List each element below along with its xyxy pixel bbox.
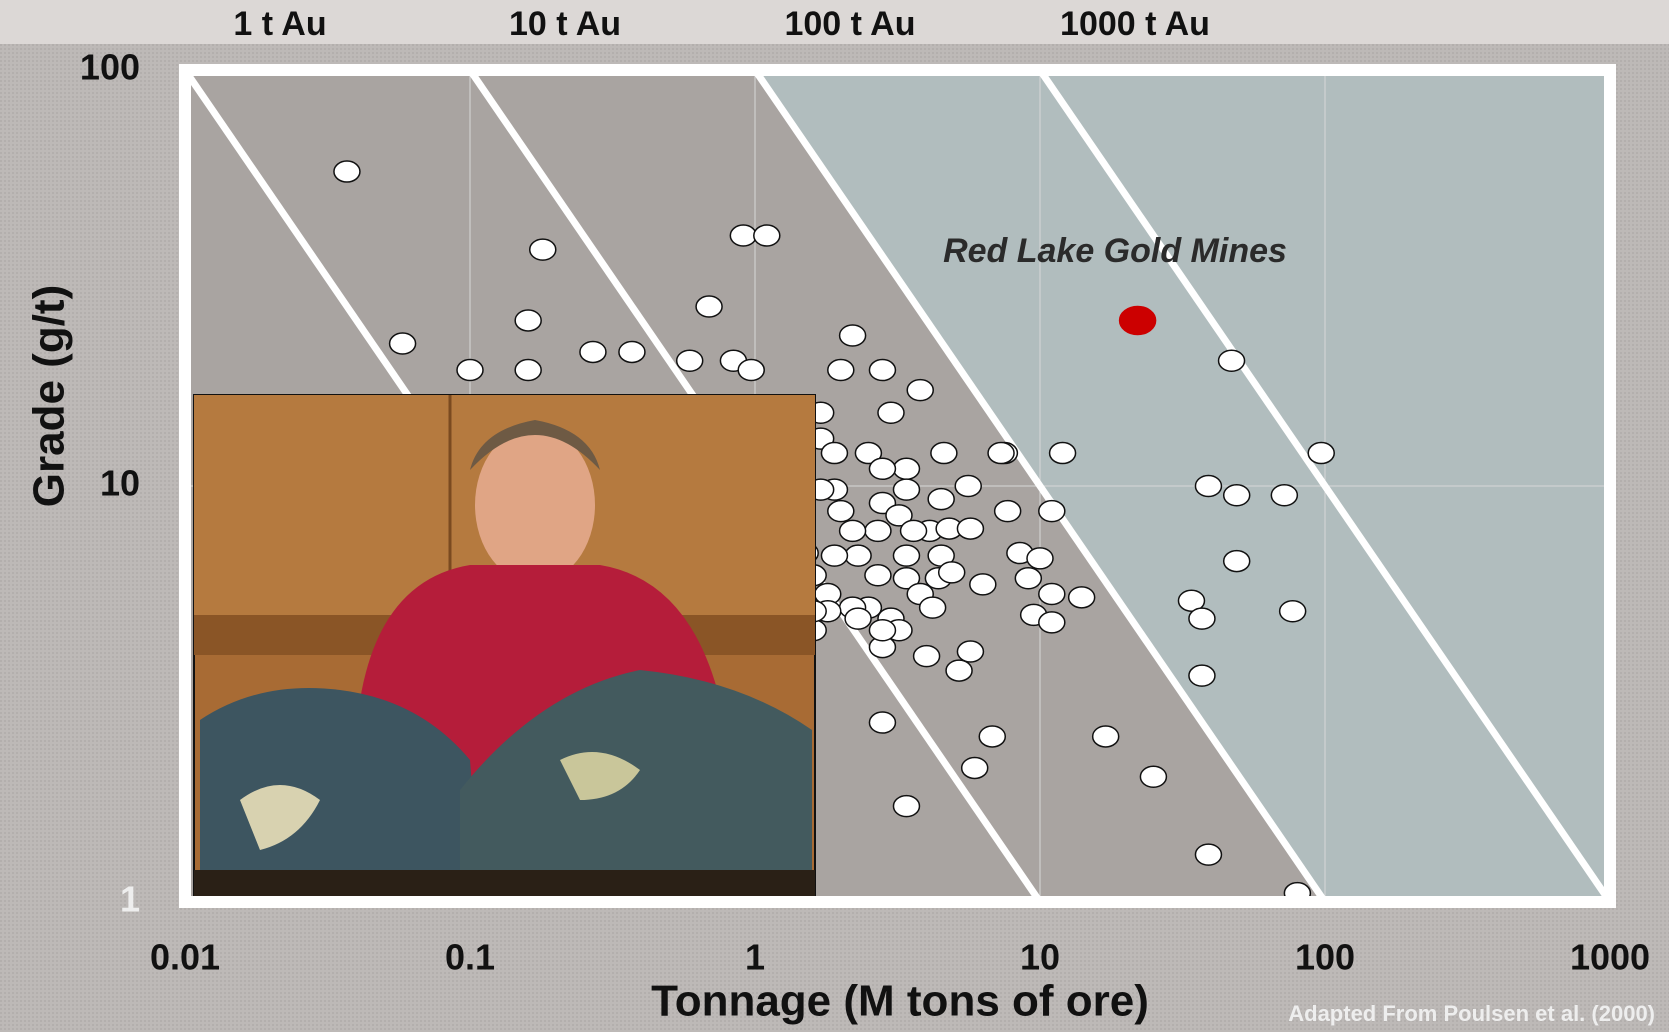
data-point [1194, 843, 1223, 866]
contour-label: 1000 t Au [1060, 5, 1210, 43]
data-point [820, 441, 849, 465]
data-point [899, 519, 928, 543]
x-tick-label: 0.01 [150, 937, 220, 978]
data-point [1048, 441, 1077, 465]
data-point [514, 309, 542, 332]
data-point [827, 358, 855, 382]
data-point [753, 224, 781, 247]
contour-line [752, 70, 1328, 902]
x-tick-label: 1000 [1570, 937, 1650, 978]
data-point [1188, 664, 1216, 687]
data-point [529, 238, 557, 261]
annotation: Red Lake Gold Mines [943, 232, 1287, 270]
data-point [456, 358, 484, 382]
data-point [945, 659, 973, 682]
data-point [864, 564, 892, 587]
data-point [333, 160, 361, 183]
data-point [854, 441, 883, 465]
x-axis-title: Tonnage (M tons of ore) [651, 977, 1149, 1026]
data-point [954, 474, 982, 498]
x-tick-label: 1 [745, 937, 765, 978]
data-point [877, 401, 905, 424]
data-point [675, 349, 704, 373]
data-point [1222, 549, 1251, 573]
top-band [0, 0, 1669, 44]
data-point [906, 378, 934, 402]
data-point [838, 519, 867, 543]
data-point [912, 644, 941, 668]
data-point [514, 358, 542, 382]
data-point [1194, 474, 1223, 498]
data-point [868, 711, 897, 734]
contour-label: 1 t Au [233, 5, 326, 43]
contour-line [1037, 70, 1610, 902]
data-point [892, 457, 921, 481]
plot-frame [179, 64, 1616, 908]
data-point [918, 596, 947, 619]
data-point [892, 544, 921, 567]
data-point [1222, 484, 1251, 507]
data-point [1014, 567, 1043, 590]
data-point [1177, 589, 1206, 612]
data-point [868, 619, 897, 642]
data-point [960, 756, 989, 780]
data-point [892, 794, 921, 818]
data-point [1278, 599, 1307, 623]
x-tick-label: 0.1 [445, 937, 495, 978]
data-point [930, 441, 958, 465]
data-point [820, 544, 849, 567]
data-point [993, 499, 1022, 523]
data-point [1026, 547, 1054, 570]
data-point [1188, 607, 1216, 630]
data-point [1067, 586, 1096, 609]
y-axis-title: Grade (g/t) [25, 285, 74, 507]
data-point [844, 544, 872, 567]
data-point [1217, 349, 1246, 373]
data-point [892, 478, 921, 501]
data-point [885, 504, 913, 527]
data-point [838, 324, 867, 347]
data-point [827, 499, 855, 523]
data-point [969, 573, 997, 596]
data-point [956, 640, 985, 663]
y-tick-label: 1 [120, 879, 140, 920]
data-point [1038, 582, 1066, 606]
data-point [844, 607, 872, 630]
contour-label: 100 t Au [784, 5, 915, 43]
data-point [1139, 765, 1168, 789]
data-point [1038, 499, 1066, 523]
data-point [937, 561, 966, 584]
data-point [737, 358, 765, 382]
highlight-point [1118, 305, 1157, 336]
data-point [868, 457, 897, 481]
data-point [892, 567, 921, 590]
contour-label: 10 t Au [509, 5, 621, 43]
data-point [579, 340, 607, 364]
data-point [978, 725, 1007, 748]
x-tick-label: 100 [1295, 937, 1355, 978]
data-point [618, 340, 646, 364]
data-point [388, 332, 417, 355]
x-tick-label: 10 [1020, 937, 1060, 978]
y-tick-label: 10 [100, 463, 140, 504]
data-point [987, 441, 1015, 465]
data-point [1307, 441, 1335, 465]
y-tick-label: 100 [80, 47, 140, 88]
data-point [1091, 725, 1120, 748]
photo-inset [193, 394, 816, 902]
data-point [927, 487, 955, 511]
data-point [864, 519, 892, 543]
data-point [1038, 611, 1066, 634]
data-point [956, 517, 985, 540]
data-point [1270, 484, 1299, 507]
source-note: Adapted From Poulsen et al. (2000) [1288, 1001, 1655, 1026]
data-point [868, 358, 897, 382]
data-point [729, 224, 758, 247]
data-point [695, 295, 723, 318]
